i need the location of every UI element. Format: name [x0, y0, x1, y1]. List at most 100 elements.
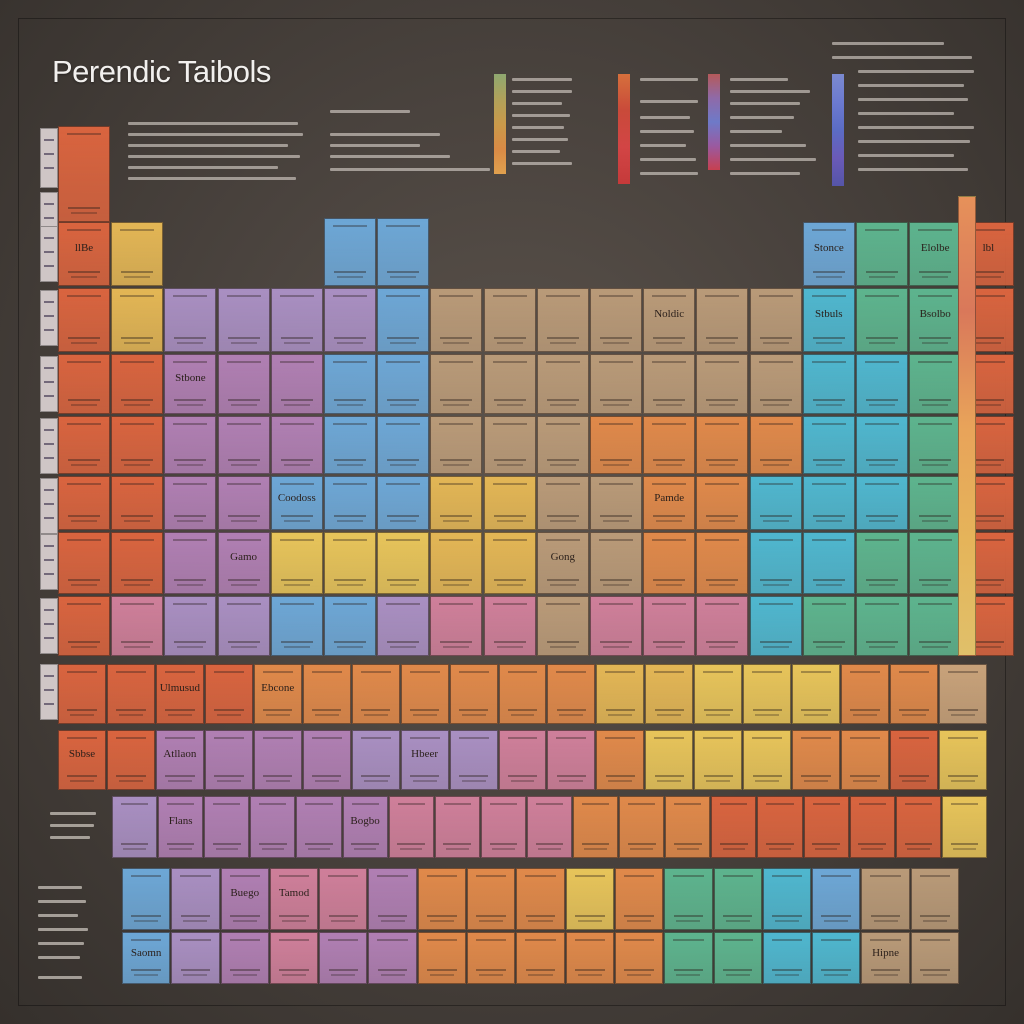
cell-detail-line [972, 337, 1005, 339]
cell-detail-line [600, 337, 632, 339]
element-cell [164, 476, 217, 530]
cell-detail-line [703, 709, 733, 711]
element-cell [547, 664, 596, 724]
side-note-line [38, 900, 86, 903]
cell-detail-line [866, 459, 898, 461]
cell-header-line [605, 737, 636, 739]
cell-detail-line [869, 464, 895, 466]
cell-detail-line [68, 207, 100, 209]
cell-detail-line [821, 969, 852, 971]
element-cell [171, 868, 220, 930]
cell-detail-line [759, 579, 792, 581]
element-cell [324, 416, 376, 474]
cell-header-line [173, 483, 208, 485]
element-cell [856, 596, 908, 656]
element-symbol: Buego [230, 887, 260, 899]
cell-detail-line [387, 271, 420, 273]
cell-detail-line [476, 969, 506, 971]
cell-detail-line [762, 464, 789, 466]
cell-header-line [164, 737, 195, 739]
element-cell [565, 868, 614, 930]
cell-header-line [971, 539, 1006, 541]
cell-header-line [279, 361, 314, 363]
cell-detail-line [600, 459, 632, 461]
cell-header-line [705, 295, 740, 297]
cell-detail-line [67, 709, 97, 711]
header-note-line [330, 144, 420, 147]
element-cell: Noldic [643, 288, 696, 352]
element-cell [434, 796, 480, 858]
cell-detail-line [387, 459, 420, 461]
cell-detail-line [390, 342, 417, 344]
legend-line [640, 130, 694, 133]
cell-detail-line [390, 404, 417, 406]
row-index-mark [44, 237, 54, 239]
cell-header-line [262, 737, 293, 739]
cell-detail-line [722, 915, 753, 917]
cell-detail-line [283, 646, 310, 648]
cell-detail-line [334, 271, 366, 273]
cell-detail-line [919, 641, 952, 643]
element-cell [856, 288, 908, 352]
side-note-line [38, 942, 84, 945]
cell-detail-line [948, 709, 978, 711]
cell-detail-line [709, 584, 736, 586]
element-cell [516, 868, 565, 930]
cell-detail-line [496, 646, 523, 648]
cell-detail-line [870, 915, 901, 917]
element-cell [270, 416, 323, 474]
row-index-mark [44, 503, 54, 505]
row-index-tab [40, 356, 58, 412]
cell-detail-line [412, 714, 437, 716]
element-cell [841, 664, 890, 724]
element-cell [217, 476, 270, 530]
cell-detail-line [656, 404, 683, 406]
element-cell [536, 476, 589, 530]
cell-header-line [556, 671, 587, 673]
cell-header-line [971, 483, 1006, 485]
element-cell [812, 932, 861, 984]
cell-detail-line [772, 969, 802, 971]
cell-header-line [67, 295, 101, 297]
cell-header-line [386, 361, 421, 363]
cell-header-line [652, 423, 687, 425]
cell-header-line [120, 603, 155, 605]
cell-detail-line [656, 646, 683, 648]
element-cell [590, 354, 642, 414]
cell-detail-line [720, 843, 748, 845]
row-index-mark [44, 689, 54, 691]
cell-detail-line [706, 714, 731, 716]
element-cell [400, 664, 449, 724]
element-cell [111, 532, 164, 594]
cell-detail-line [922, 464, 949, 466]
cell-detail-line [118, 780, 143, 782]
cell-detail-line [725, 920, 750, 922]
element-symbol: Ebcone [261, 682, 295, 695]
cell-detail-line [975, 276, 1002, 278]
cell-detail-line [399, 848, 423, 850]
cell-detail-line [496, 464, 523, 466]
element-cell [856, 416, 908, 474]
cell-detail-line [507, 709, 538, 711]
cell-detail-line [722, 969, 753, 971]
element-cell [269, 932, 319, 984]
legend-line [512, 114, 570, 117]
cell-detail-line [215, 848, 238, 850]
cell-detail-line [866, 271, 898, 273]
cell-detail-line [706, 641, 739, 643]
cell-detail-line [755, 780, 780, 782]
cell-detail-line [70, 714, 94, 716]
cell-detail-line [212, 843, 241, 845]
cell-header-line [443, 803, 471, 805]
cell-header-line [865, 483, 899, 485]
element-cell [696, 288, 749, 352]
cell-detail-line [603, 342, 629, 344]
cell-detail-line [479, 974, 504, 976]
cell-detail-line [337, 342, 363, 344]
element-cell [749, 354, 802, 414]
cell-detail-line [232, 974, 257, 976]
cell-detail-line [458, 709, 489, 711]
cell-detail-line [280, 399, 313, 401]
element-cell: Buego [220, 868, 269, 930]
legend-line [832, 42, 944, 45]
